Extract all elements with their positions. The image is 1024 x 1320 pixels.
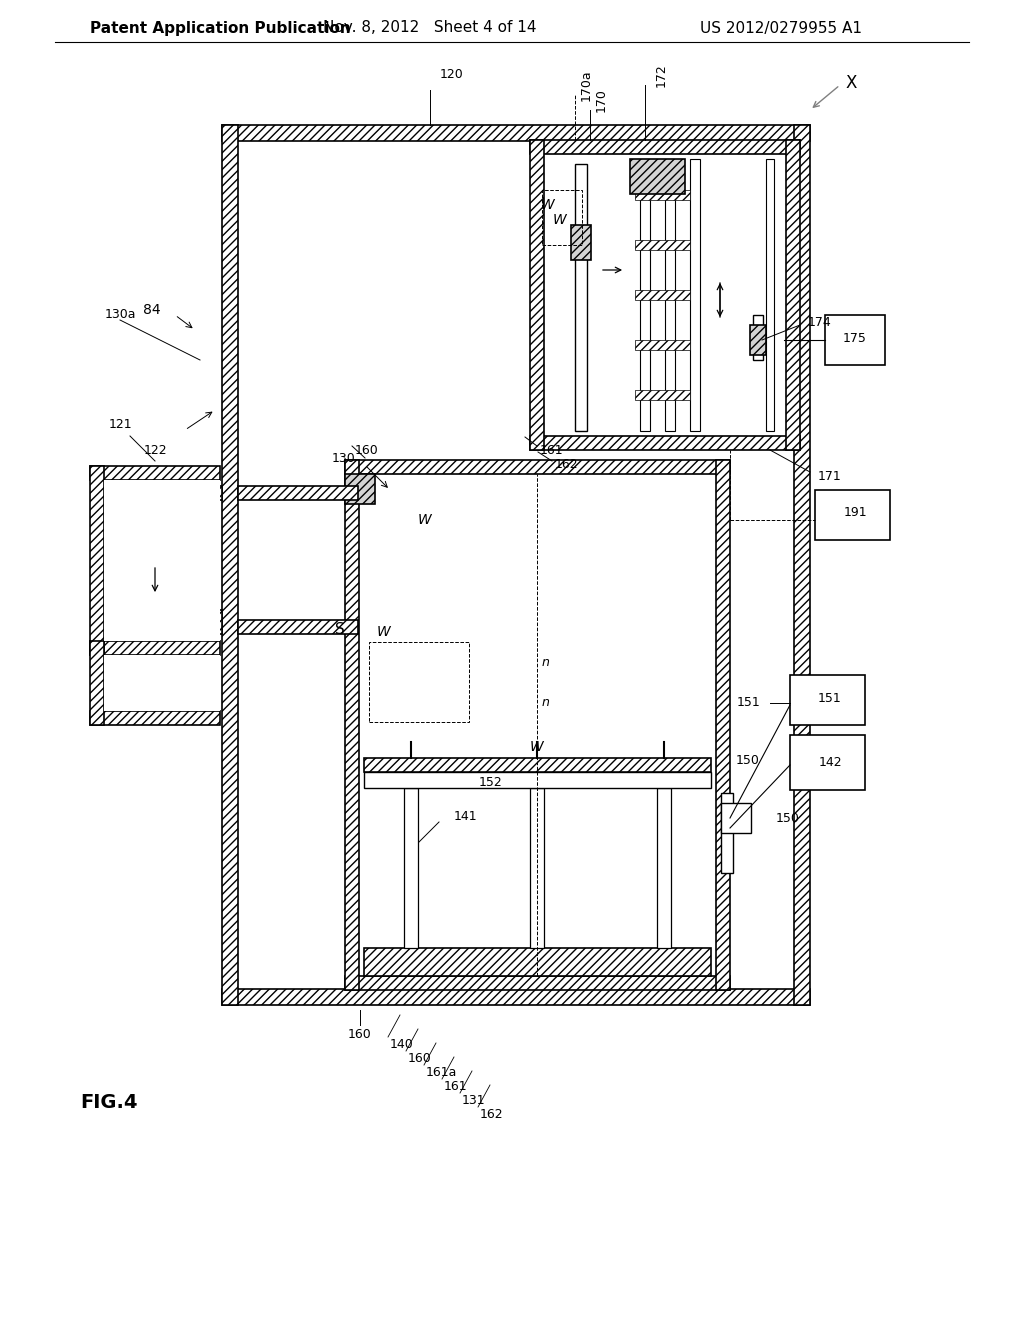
Text: 160: 160 [408, 1052, 432, 1065]
Text: 161a: 161a [426, 1067, 458, 1080]
Text: 131: 131 [462, 1094, 485, 1107]
Text: W: W [377, 624, 391, 639]
Text: 120: 120 [440, 69, 464, 82]
Bar [635, 341, 690, 350]
Bar [750, 325, 766, 355]
Text: 162: 162 [480, 1109, 504, 1122]
Bar [222, 989, 810, 1005]
Bar [345, 459, 359, 990]
Text: Nov. 8, 2012   Sheet 4 of 14: Nov. 8, 2012 Sheet 4 of 14 [324, 21, 537, 36]
Bar [530, 140, 800, 154]
Bar [364, 772, 711, 788]
Text: 175: 175 [843, 331, 867, 345]
Bar [238, 141, 794, 989]
Text: 130a: 130a [105, 309, 136, 322]
Text: 160: 160 [355, 444, 379, 457]
Text: S: S [335, 623, 345, 638]
Bar [359, 474, 716, 975]
Bar [571, 224, 591, 260]
Text: 174: 174 [808, 315, 831, 329]
Text: 151: 151 [818, 692, 842, 705]
Text: US 2012/0279955 A1: US 2012/0279955 A1 [700, 21, 862, 36]
Bar [575, 164, 587, 432]
Bar [665, 158, 675, 432]
Bar [635, 190, 690, 201]
Bar [345, 474, 375, 504]
Text: X: X [845, 74, 856, 92]
Text: 150: 150 [736, 754, 760, 767]
Text: 130: 130 [331, 451, 355, 465]
Bar [208, 486, 222, 500]
Bar [542, 190, 582, 246]
Text: 152: 152 [479, 776, 503, 788]
Bar [238, 486, 358, 500]
Bar [530, 140, 544, 450]
Bar [208, 610, 222, 634]
Bar [238, 620, 358, 634]
Bar [635, 290, 690, 300]
Bar [825, 315, 885, 366]
Text: 160: 160 [348, 1028, 372, 1041]
Bar [721, 793, 733, 873]
Bar [766, 158, 774, 432]
Text: 172: 172 [655, 63, 668, 87]
Bar [530, 436, 800, 450]
Text: W: W [553, 213, 567, 227]
Bar [90, 642, 104, 725]
Text: 122: 122 [143, 444, 167, 457]
Text: W: W [530, 741, 544, 754]
Bar [222, 125, 810, 141]
Text: 121: 121 [109, 417, 132, 430]
Text: 142: 142 [818, 755, 842, 768]
Text: Patent Application Publication: Patent Application Publication [90, 21, 351, 36]
Bar [790, 675, 865, 725]
Text: 84: 84 [143, 304, 161, 317]
Text: 171: 171 [818, 470, 842, 483]
Text: W: W [418, 513, 432, 527]
Text: FIG.4: FIG.4 [80, 1093, 137, 1111]
Bar [104, 655, 220, 711]
Bar [104, 480, 220, 642]
Bar [635, 240, 690, 249]
Bar [90, 466, 220, 480]
Bar [364, 758, 711, 772]
Bar [404, 788, 418, 948]
Text: 170a: 170a [580, 69, 593, 100]
Bar [716, 459, 730, 990]
Bar [90, 466, 104, 655]
Bar [794, 125, 810, 1005]
Bar [630, 158, 685, 194]
Text: 141: 141 [454, 810, 477, 824]
Text: 151: 151 [736, 697, 760, 710]
Bar [544, 154, 786, 436]
Bar [635, 389, 690, 400]
Bar [790, 735, 865, 789]
Text: 170: 170 [595, 88, 608, 112]
Bar [640, 158, 650, 432]
Text: n: n [542, 696, 550, 709]
Bar [815, 490, 890, 540]
Bar [690, 158, 700, 432]
Bar [369, 642, 469, 722]
Bar [345, 975, 730, 990]
Text: 162: 162 [555, 458, 579, 471]
Bar [721, 803, 751, 833]
Text: 161: 161 [444, 1081, 468, 1093]
Bar [753, 315, 763, 360]
Bar [657, 788, 671, 948]
Bar [90, 711, 220, 725]
Text: 150: 150 [776, 812, 800, 825]
Bar [530, 788, 544, 948]
Text: 191: 191 [843, 507, 866, 520]
Bar [90, 642, 220, 655]
Text: W: W [541, 198, 555, 213]
Bar [786, 140, 800, 450]
Bar [222, 125, 238, 1005]
Text: 140: 140 [390, 1039, 414, 1052]
Text: n: n [542, 656, 550, 668]
Text: 161: 161 [540, 444, 563, 457]
Bar [345, 459, 730, 474]
Bar [364, 948, 711, 975]
